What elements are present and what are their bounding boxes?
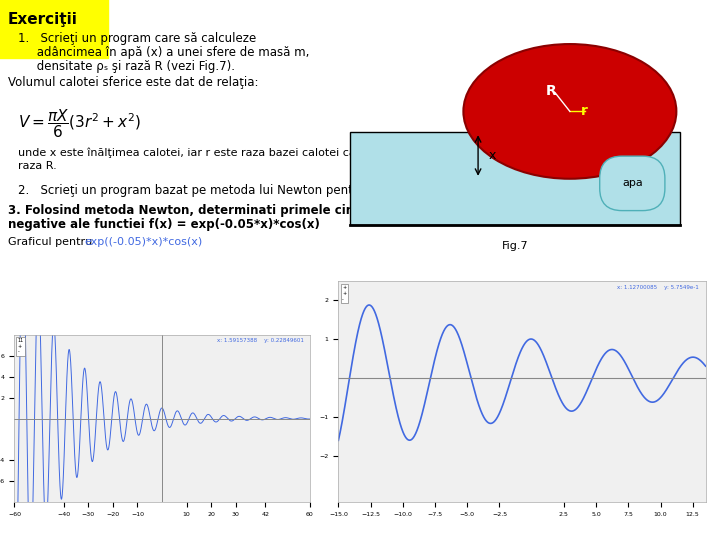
Text: 3. Folosind metoda Newton, determinati primele cinci zerouri pozitive si primele: 3. Folosind metoda Newton, determinati p… — [8, 204, 606, 217]
Text: x: x — [489, 149, 497, 162]
Polygon shape — [350, 132, 680, 225]
Text: negative ale functiei f(x) = exp(-0.05*x)*cos(x): negative ale functiei f(x) = exp(-0.05*x… — [8, 218, 320, 231]
Text: raza R.: raza R. — [18, 161, 57, 171]
Text: $V = \dfrac{\pi X}{6}(3r^2 + x^2)$: $V = \dfrac{\pi X}{6}(3r^2 + x^2)$ — [18, 107, 141, 140]
Text: unde x este înălţimea calotei, iar r este raza bazei calotei care face parte din: unde x este înălţimea calotei, iar r est… — [18, 147, 498, 158]
Text: adâncimea în apă (x) a unei sfere de masă m,: adâncimea în apă (x) a unei sfere de mas… — [18, 46, 310, 59]
Text: +
+
-: + + - — [342, 285, 346, 302]
Text: Exerciţii: Exerciţii — [8, 12, 78, 27]
Text: R: R — [546, 84, 557, 98]
Text: exp((-0.05)*x)*cos(x): exp((-0.05)*x)*cos(x) — [84, 237, 202, 247]
Text: Graficul pentru: Graficul pentru — [8, 237, 96, 247]
Text: x: 1.59157388    y: 0.22849601: x: 1.59157388 y: 0.22849601 — [217, 338, 304, 343]
Text: densitate ρₛ şi rază R (vezi Fig.7).: densitate ρₛ şi rază R (vezi Fig.7). — [18, 60, 235, 73]
Text: Fig.7: Fig.7 — [502, 241, 528, 252]
Text: 2.   Scrieţi un program bazat pe metoda lui Newton pentru determinarea valorii √: 2. Scrieţi un program bazat pe metoda lu… — [18, 184, 512, 197]
Text: 11
+
-: 11 + - — [17, 338, 24, 355]
Text: x: 1.12700085    y: 5.7549e-1: x: 1.12700085 y: 5.7549e-1 — [616, 285, 698, 290]
Circle shape — [464, 44, 676, 179]
Text: r: r — [581, 104, 588, 118]
Text: 1.   Scrieţi un program care să calculeze: 1. Scrieţi un program care să calculeze — [18, 32, 256, 45]
Text: Volumul calotei sferice este dat de relaţia:: Volumul calotei sferice este dat de rela… — [8, 76, 258, 89]
Text: apa: apa — [622, 178, 643, 188]
